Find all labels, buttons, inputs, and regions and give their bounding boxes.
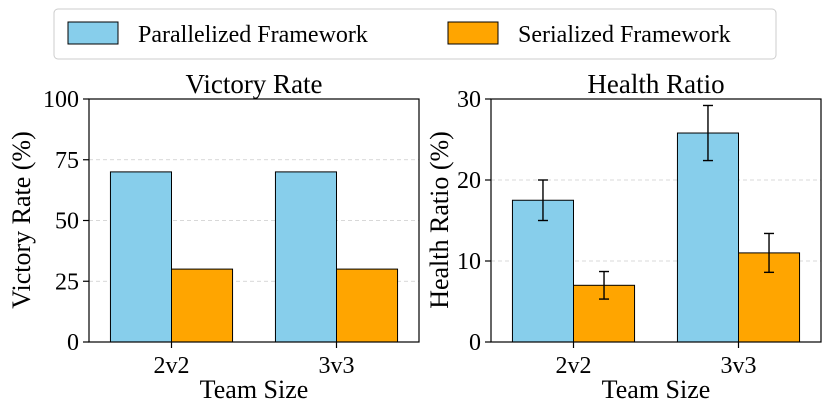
plot-frame xyxy=(490,98,822,343)
x-axis-label: Team Size xyxy=(200,375,309,404)
bar-parallelized-framework-2v2 xyxy=(511,199,575,343)
x-tick-label: 2v2 xyxy=(556,353,592,379)
legend: Parallelized Framework Serialized Framew… xyxy=(53,8,777,60)
legend-swatch-serialized xyxy=(447,21,499,45)
bar-serialized-framework-3v3 xyxy=(336,268,399,343)
plot-frame xyxy=(88,98,420,343)
y-tick-label: 75 xyxy=(55,148,79,174)
victory-rate-chart: Victory Rate Team Size Victory Rate (%) … xyxy=(7,69,420,404)
y-tick-label: 25 xyxy=(55,269,79,295)
y-axis-label: Victory Rate (%) xyxy=(7,131,36,308)
legend-swatch-parallelized xyxy=(67,21,119,45)
y-tick-label: 30 xyxy=(457,87,481,113)
y-axis-label: Health Ratio (%) xyxy=(425,131,454,309)
legend-label-serialized: Serialized Framework xyxy=(518,22,731,48)
bar-serialized-framework-2v2 xyxy=(171,268,234,343)
x-axis-label: Team Size xyxy=(602,375,711,404)
y-tick-label: 0 xyxy=(67,330,79,356)
bar-parallelized-framework-2v2 xyxy=(109,171,172,343)
health-ratio-chart: Health Ratio Team Size Health Ratio (%) … xyxy=(425,69,822,404)
legend-frame xyxy=(53,8,777,60)
chart-title: Health Ratio xyxy=(587,69,724,99)
x-tick-label: 3v3 xyxy=(721,353,757,379)
bar-parallelized-framework-3v3 xyxy=(676,132,740,343)
chart-title: Victory Rate xyxy=(185,69,322,99)
y-tick-label: 0 xyxy=(469,330,481,356)
bar-parallelized-framework-3v3 xyxy=(274,171,338,343)
y-tick-label: 100 xyxy=(43,87,79,113)
y-tick-label: 20 xyxy=(457,168,481,194)
y-tick-label: 10 xyxy=(457,249,481,275)
x-tick-label: 2v2 xyxy=(154,353,190,379)
legend-label-parallelized: Parallelized Framework xyxy=(138,22,368,48)
x-tick-label: 3v3 xyxy=(319,353,355,379)
y-tick-label: 50 xyxy=(55,209,79,235)
